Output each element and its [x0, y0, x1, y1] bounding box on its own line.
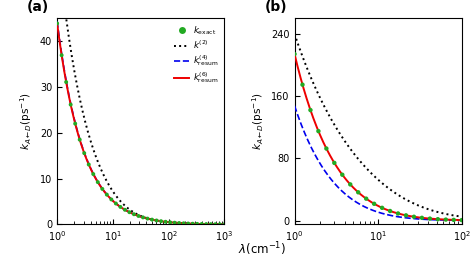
Text: (a): (a): [27, 0, 50, 14]
Point: [180, 221, 188, 226]
Point: [418, 216, 426, 220]
Point: [62, 80, 70, 84]
Point: [126, 210, 133, 214]
Point: [362, 197, 370, 201]
Point: [184, 221, 192, 226]
Point: [426, 217, 434, 221]
Point: [76, 138, 83, 142]
Point: [112, 201, 119, 206]
Point: [117, 205, 124, 209]
Point: [394, 211, 402, 216]
Point: [378, 206, 386, 210]
Text: $\lambda(\mathrm{cm}^{-1})$: $\lambda(\mathrm{cm}^{-1})$: [238, 241, 286, 258]
Point: [166, 220, 174, 224]
Point: [139, 215, 147, 220]
Point: [53, 21, 61, 26]
Point: [202, 222, 210, 226]
Point: [442, 217, 450, 222]
Y-axis label: $k_{A\leftarrow D}(\mathrm{ps}^{-1})$: $k_{A\leftarrow D}(\mathrm{ps}^{-1})$: [19, 92, 34, 150]
Point: [157, 219, 165, 223]
Point: [450, 218, 457, 222]
Point: [307, 108, 314, 112]
Point: [175, 221, 183, 225]
Point: [162, 220, 169, 224]
Point: [298, 82, 306, 87]
Point: [71, 122, 79, 126]
Point: [291, 52, 298, 56]
Point: [434, 217, 442, 221]
Point: [220, 222, 228, 226]
Point: [216, 222, 224, 226]
Point: [58, 53, 65, 57]
Point: [89, 172, 97, 176]
Legend: $k_{\mathrm{exact}}$, $k^{(2)}$, $k^{(4)}_{\mathrm{resum}}$, $k^{(6)}_{\mathrm{r: $k_{\mathrm{exact}}$, $k^{(2)}$, $k^{(4)…: [172, 22, 220, 87]
Point: [330, 161, 338, 165]
Point: [355, 190, 362, 194]
Point: [130, 212, 138, 216]
Point: [402, 213, 410, 217]
Point: [103, 193, 110, 197]
Point: [108, 197, 115, 201]
Point: [338, 173, 346, 177]
Point: [67, 103, 74, 107]
Point: [386, 209, 394, 213]
Point: [189, 222, 197, 226]
Point: [323, 146, 330, 151]
Y-axis label: $k_{A\leftarrow D}(\mathrm{ps}^{-1})$: $k_{A\leftarrow D}(\mathrm{ps}^{-1})$: [250, 92, 266, 150]
Point: [207, 222, 215, 226]
Point: [315, 129, 322, 133]
Point: [370, 202, 378, 206]
Point: [193, 222, 201, 226]
Point: [99, 187, 106, 191]
Point: [410, 215, 418, 219]
Point: [80, 151, 88, 155]
Point: [211, 222, 219, 226]
Point: [148, 217, 156, 222]
Point: [121, 208, 129, 212]
Point: [171, 221, 178, 225]
Point: [153, 218, 160, 223]
Point: [94, 180, 101, 184]
Point: [85, 162, 92, 167]
Point: [135, 214, 142, 218]
Point: [458, 218, 466, 222]
Text: (b): (b): [265, 0, 287, 14]
Point: [198, 222, 206, 226]
Point: [347, 182, 354, 187]
Point: [144, 217, 151, 221]
